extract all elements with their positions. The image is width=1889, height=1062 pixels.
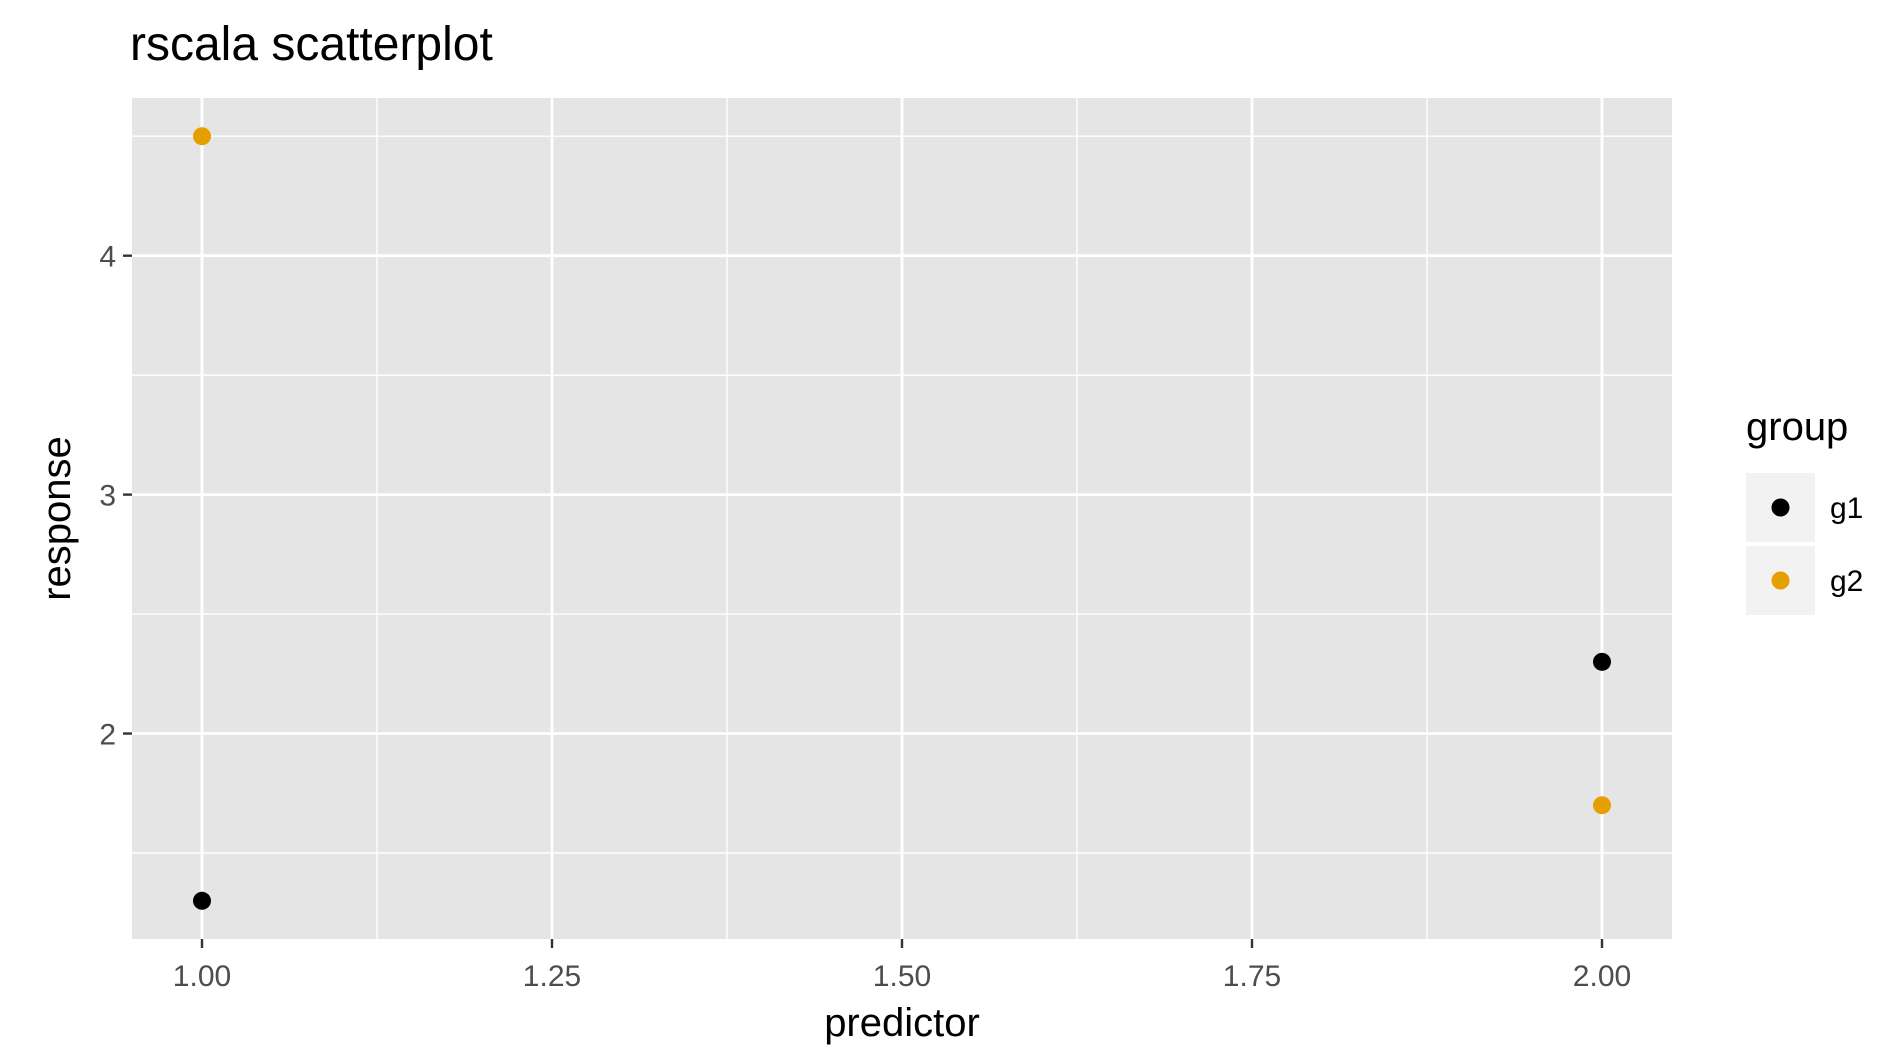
legend-label-g2: g2 (1830, 565, 1863, 598)
y-axis-title: response (35, 436, 79, 601)
x-axis-title: predictor (824, 1001, 980, 1045)
data-point-g2 (193, 127, 211, 146)
y-tick-label: 4 (99, 241, 116, 274)
legend-label-g1: g1 (1830, 492, 1863, 525)
data-point-g2 (1593, 796, 1611, 815)
legend-key-g1 (1771, 498, 1790, 517)
x-tick-label: 1.50 (873, 960, 931, 993)
data-point-g1 (1593, 652, 1611, 671)
x-tick-label: 1.00 (173, 960, 231, 993)
x-axis: 1.00 1.25 1.50 1.75 2.00 (173, 939, 1631, 993)
data-points (193, 127, 1611, 910)
plot-panel (132, 98, 1672, 939)
legend-key-g2 (1771, 571, 1790, 590)
y-tick-label: 2 (99, 719, 116, 752)
y-tick-label: 3 (99, 480, 116, 513)
y-axis: 2 3 4 (99, 241, 132, 752)
x-tick-label: 1.75 (1223, 960, 1281, 993)
legend-title: group (1746, 405, 1848, 449)
x-tick-label: 2.00 (1573, 960, 1631, 993)
legend: group g1 g2 (1746, 405, 1863, 615)
data-point-g1 (193, 891, 211, 910)
chart-title: rscala scatterplot (130, 18, 493, 71)
x-tick-label: 1.25 (523, 960, 581, 993)
